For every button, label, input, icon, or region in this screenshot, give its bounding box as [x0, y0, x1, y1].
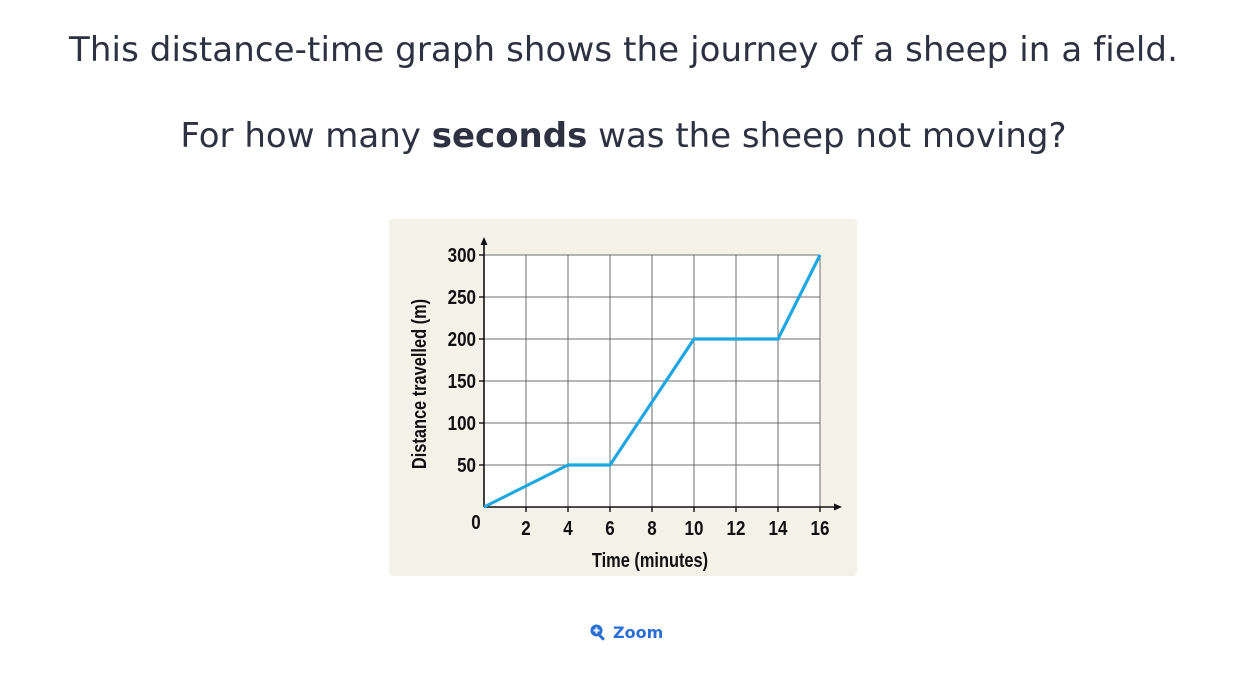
zoom-button[interactable]: Zoom — [589, 620, 663, 644]
y-tick-label: 100 — [448, 412, 476, 435]
y-axis-label: Distance travelled (m) — [407, 299, 430, 469]
x-tick-label: 10 — [685, 517, 704, 540]
question-text: This distance-time graph shows the journ… — [69, 30, 1178, 70]
x-axis-arrow — [834, 503, 842, 511]
question-prompt: For how many seconds was the sheep not m… — [0, 116, 1247, 156]
series — [483, 254, 822, 509]
question-prompt-end: was the sheep not moving? — [587, 116, 1067, 156]
zoom-in-icon — [589, 623, 607, 641]
y-tick-label: 250 — [448, 286, 476, 309]
x-tick-label: 12 — [727, 517, 746, 540]
x-tick-label: 14 — [769, 517, 789, 540]
chart-card: 2 4 6 8 10 12 14 16 50 100 150 200 250 300 0 Time (min… — [389, 219, 857, 576]
grid-lines — [484, 254, 821, 507]
x-tick-label: 8 — [647, 517, 656, 540]
x-axis-label: Time (minutes) — [592, 548, 708, 571]
y-tick-label: 150 — [448, 370, 476, 393]
x-tick-label: 6 — [605, 517, 614, 540]
axes — [479, 237, 842, 512]
series-line — [483, 254, 822, 509]
x-tick-label: 4 — [563, 517, 573, 540]
question-prompt-start: For how many — [180, 116, 432, 156]
y-tick-label: 200 — [448, 328, 476, 351]
distance-time-chart: 2 4 6 8 10 12 14 16 50 100 150 200 250 300 0 Time (min… — [407, 237, 842, 571]
y-axis-arrow — [480, 237, 488, 245]
y-tick-label: 300 — [448, 244, 476, 267]
y-tick-label: 50 — [457, 454, 476, 477]
question-prompt-emphasis: seconds — [431, 116, 588, 156]
origin-label: 0 — [471, 511, 480, 534]
x-tick-label: 2 — [521, 517, 530, 540]
zoom-label: Zoom — [613, 622, 664, 642]
tick-labels: 2 4 6 8 10 12 14 16 50 100 150 200 250 300 0 — [448, 244, 830, 540]
x-tick-label: 16 — [811, 517, 830, 540]
